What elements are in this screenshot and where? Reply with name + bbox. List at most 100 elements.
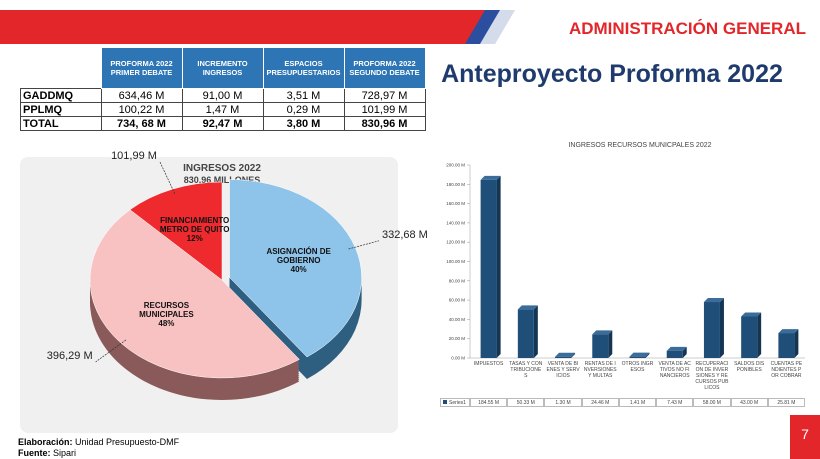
bar [592, 334, 609, 358]
bar [517, 309, 534, 358]
bar [629, 356, 646, 358]
bar-top [666, 346, 687, 351]
bar-title: INGRESOS RECURSOS MUNICPALES 2022 [568, 142, 711, 149]
bar-top [480, 175, 501, 180]
footer-text: Sipari [53, 448, 77, 458]
bar-side [571, 352, 576, 358]
table-cell: 92,47 M [181, 116, 264, 131]
bar-top [592, 330, 613, 335]
bar [778, 333, 795, 358]
table-cell: 3,51 M [262, 88, 345, 103]
bar [480, 179, 497, 358]
bar-top [703, 298, 724, 303]
data-table-cell: 43.00 M [730, 398, 768, 407]
slice-name: FINANCIAMIENTO METRO DE QUITO [159, 216, 230, 235]
org-title: ADMINISTRACIÓN GENERAL [569, 19, 806, 38]
table-cell: 0,29 M [262, 102, 345, 117]
bar-side [496, 175, 501, 358]
x-tick-label: SALDOS DISPONIBLES [734, 361, 765, 373]
slice-percent: 40% [290, 264, 307, 274]
row-header: GADDMQ [20, 88, 102, 103]
x-tick-label: RECUPERACION DE INVERSIONES Y RECURSOS P… [695, 361, 729, 391]
row-header: TOTAL [20, 116, 102, 131]
y-tick-label: 160.00 M [446, 201, 465, 206]
x-tick-label: TASAS Y CONTRIBUCIONES [509, 361, 543, 379]
footer-label: Fuente: [18, 448, 51, 458]
bar [703, 302, 720, 358]
slice-name: ASIGNACIÓN DE GOBIERNO [266, 246, 331, 265]
slice-value-label: 332,68 M [382, 229, 428, 241]
data-table-cell: 58.00 M [693, 398, 731, 407]
x-tick-label: CUENTAS PENDIENTES POR COBRAR [770, 361, 803, 379]
slice-value-label: 101,99 M [111, 150, 157, 162]
row-header: PPLMQ [20, 102, 102, 117]
bar-side [608, 330, 613, 358]
bar-side [794, 329, 799, 358]
bar-side [719, 298, 724, 358]
bar-top [629, 352, 650, 357]
y-tick-label: 140.00 M [446, 220, 465, 225]
y-tick-label: 60.00 M [449, 298, 466, 303]
footer-made: Elaboración: Unidad Presupuesto-DMF [18, 437, 179, 447]
table-cell: 1,47 M [181, 102, 264, 117]
data-table-cell: 1.41 M [618, 398, 657, 407]
table-cell: 734, 68 M [100, 116, 183, 131]
bar [555, 356, 572, 358]
pie-subtitle: 830,96 MILLONES [184, 175, 261, 185]
data-table-cell: 7.43 M [656, 398, 694, 407]
x-tick-label: OTROS INGRESOS [621, 361, 654, 373]
column-header: ESPACIOS PRESUPUESTARIOS [262, 47, 345, 89]
footer-label: Elaboración: [18, 437, 73, 447]
table-row: GADDMQ 634,46 M 91,00 M 3,51 M 728,97 M [20, 88, 426, 103]
bar [741, 316, 758, 358]
table-cell: 3,80 M [262, 116, 345, 131]
bar-top [517, 305, 538, 310]
bar-side [645, 352, 650, 358]
y-tick-label: 200.00 M [446, 163, 465, 168]
slice-value-label: 396,29 M [47, 350, 93, 362]
slice-label: FINANCIAMIENTO METRO DE QUITO 12% [153, 216, 237, 243]
data-table-cell: 1.30 M [544, 398, 582, 407]
y-tick-label: 0.00 M [451, 356, 465, 361]
table-cell: 100,22 M [100, 102, 183, 117]
column-header: INCREMENTO INGRESOS [181, 47, 264, 89]
table-cell: 728,97 M [343, 88, 426, 103]
footer-source: Fuente: Sipari [18, 448, 76, 458]
table-row: PPLMQ 100,22 M 1,47 M 0,29 M 101,99 M [20, 102, 426, 117]
y-tick-label: 80.00 M [449, 278, 466, 283]
y-tick-label: 180.00 M [446, 182, 465, 187]
pie-title: INGRESOS 2022 [183, 163, 261, 174]
page-badge [790, 415, 820, 459]
slice-percent: 48% [158, 318, 175, 328]
white-stripe [480, 10, 520, 44]
page-number: 7 [801, 426, 809, 442]
bar-side [682, 346, 687, 358]
bar-side [533, 305, 538, 358]
slice-name: RECURSOS MUNICIPALES [139, 300, 194, 319]
blank-header [21, 48, 102, 89]
bar-side [757, 312, 762, 358]
y-tick-label: 40.00 M [449, 317, 466, 322]
data-table-cell: 24.46 M [581, 398, 619, 407]
table-cell: 830,96 M [343, 116, 426, 131]
bar-top [741, 312, 762, 317]
legend-label: Series1 [449, 400, 466, 406]
footer-text: Unidad Presupuesto-DMF [75, 437, 180, 447]
x-tick-label: VENTA DE ACTIVOS NO FINANCIEROS [658, 361, 691, 379]
x-tick-label: RENTAS DE INVERSIONES Y MULTAS [583, 361, 617, 379]
red-banner [0, 10, 515, 44]
y-tick-label: 100.00 M [446, 259, 465, 264]
slice-percent: 12% [186, 234, 203, 244]
bar [666, 350, 683, 358]
column-header: PROFORMA 2022 SEGUNDO DEBATE [343, 47, 426, 89]
budget-table: PROFORMA 2022 PRIMER DEBATE INCREMENTO I… [20, 47, 426, 131]
leader-line [348, 240, 380, 250]
table-row: TOTAL 734, 68 M 92,47 M 3,80 M 830,96 M [20, 116, 426, 131]
slice-label: RECURSOS MUNICIPALES 48% [124, 301, 208, 328]
table-cell: 91,00 M [181, 88, 264, 103]
pie-slice [129, 181, 223, 281]
x-tick-label: VENTA DE BIENES Y SERVICIOS [546, 361, 580, 379]
table-cell: 101,99 M [343, 102, 426, 117]
bar-top [778, 329, 799, 334]
